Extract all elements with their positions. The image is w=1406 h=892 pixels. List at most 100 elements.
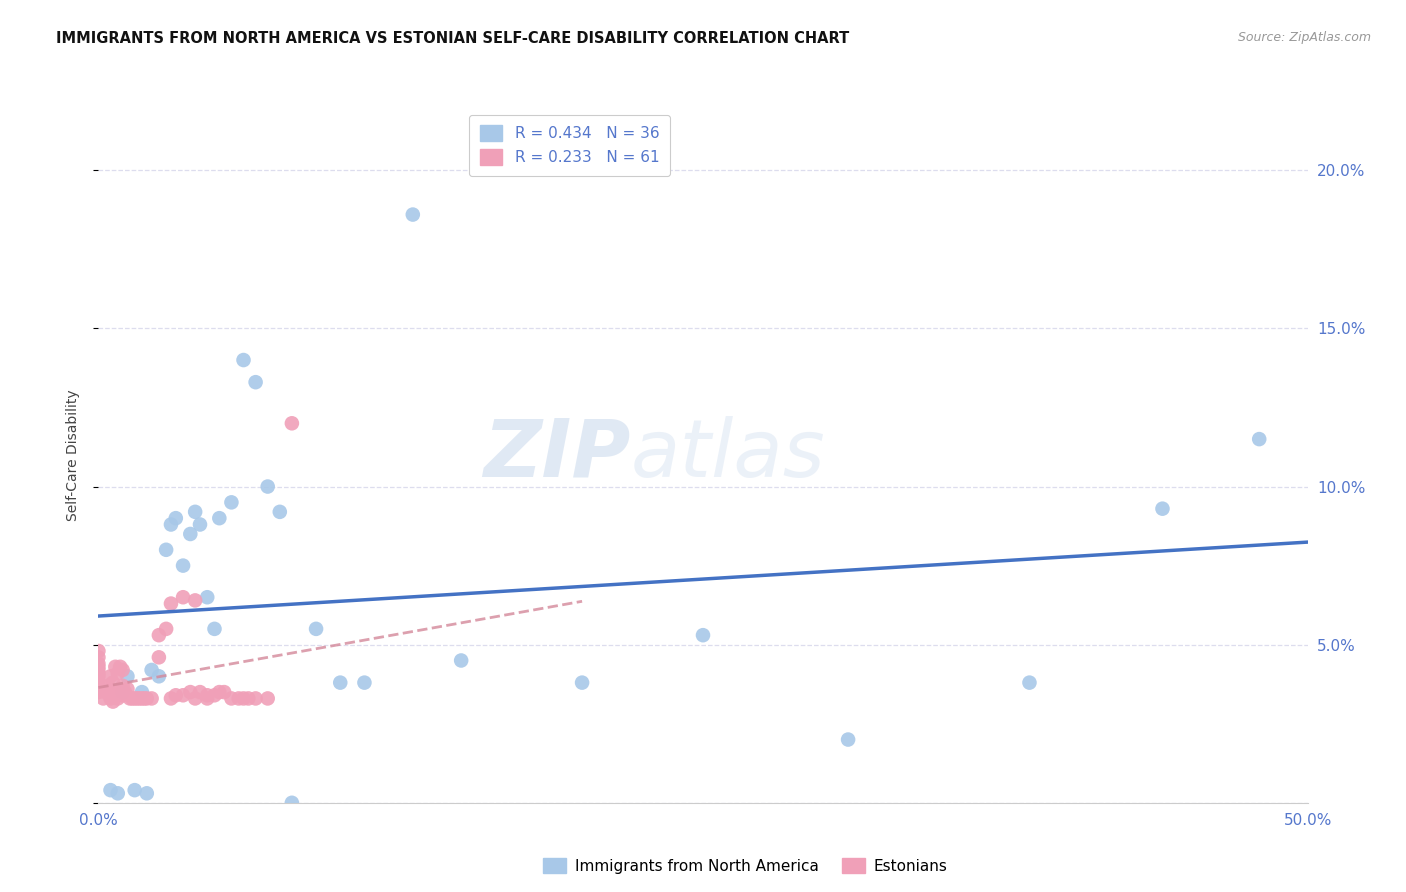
Point	[195, 591, 218, 605]
Point	[188, 685, 211, 699]
Point	[87, 660, 110, 674]
Legend: R = 0.434   N = 36, R = 0.233   N = 61: R = 0.434 N = 36, R = 0.233 N = 61	[468, 115, 671, 176]
Text: ZIP: ZIP	[484, 416, 630, 494]
Point	[134, 691, 156, 706]
Point	[141, 663, 163, 677]
Point	[165, 511, 187, 525]
Point	[108, 685, 131, 699]
Text: atlas: atlas	[630, 416, 825, 494]
Point	[238, 691, 260, 706]
Point	[221, 691, 243, 706]
Point	[101, 695, 124, 709]
Point	[87, 675, 110, 690]
Point	[208, 685, 231, 699]
Point	[111, 663, 134, 677]
Point	[155, 542, 177, 557]
Point	[450, 653, 472, 667]
Point	[245, 375, 267, 389]
Point	[160, 517, 183, 532]
Point	[100, 691, 122, 706]
Point	[1152, 501, 1174, 516]
Point	[184, 505, 207, 519]
Point	[94, 685, 117, 699]
Point	[1018, 675, 1040, 690]
Point	[107, 786, 129, 800]
Point	[127, 691, 149, 706]
Point	[184, 593, 207, 607]
Legend: Immigrants from North America, Estonians: Immigrants from North America, Estonians	[537, 852, 953, 880]
Point	[228, 691, 250, 706]
Point	[245, 691, 267, 706]
Point	[107, 691, 129, 706]
Point	[148, 650, 170, 665]
Point	[179, 527, 201, 541]
Point	[131, 685, 153, 699]
Point	[172, 591, 194, 605]
Point	[281, 796, 304, 810]
Point	[101, 675, 124, 690]
Point	[353, 675, 375, 690]
Point	[131, 691, 153, 706]
Point	[117, 681, 139, 696]
Point	[232, 691, 254, 706]
Point	[160, 597, 183, 611]
Point	[165, 688, 187, 702]
Point	[256, 479, 278, 493]
Point	[184, 691, 207, 706]
Point	[148, 669, 170, 683]
Point	[204, 622, 226, 636]
Point	[108, 660, 131, 674]
Point	[204, 688, 226, 702]
Point	[104, 688, 127, 702]
Point	[135, 691, 157, 706]
Point	[195, 688, 218, 702]
Point	[111, 679, 134, 693]
Point	[188, 517, 211, 532]
Point	[111, 685, 134, 699]
Point	[87, 663, 110, 677]
Point	[111, 688, 134, 702]
Text: IMMIGRANTS FROM NORTH AMERICA VS ESTONIAN SELF-CARE DISABILITY CORRELATION CHART: IMMIGRANTS FROM NORTH AMERICA VS ESTONIA…	[56, 31, 849, 46]
Point	[87, 685, 110, 699]
Point	[172, 688, 194, 702]
Point	[114, 685, 136, 699]
Point	[124, 783, 146, 797]
Point	[212, 685, 235, 699]
Point	[87, 666, 110, 681]
Point	[91, 691, 114, 706]
Point	[100, 669, 122, 683]
Point	[121, 691, 143, 706]
Point	[256, 691, 278, 706]
Point	[97, 679, 120, 693]
Text: Source: ZipAtlas.com: Source: ZipAtlas.com	[1237, 31, 1371, 45]
Point	[87, 650, 110, 665]
Point	[148, 628, 170, 642]
Point	[160, 691, 183, 706]
Point	[837, 732, 859, 747]
Point	[128, 691, 150, 706]
Point	[155, 622, 177, 636]
Point	[135, 786, 157, 800]
Y-axis label: Self-Care Disability: Self-Care Disability	[66, 389, 80, 521]
Point	[124, 691, 146, 706]
Point	[87, 669, 110, 683]
Point	[692, 628, 714, 642]
Point	[100, 783, 122, 797]
Point	[87, 679, 110, 693]
Point	[571, 675, 593, 690]
Point	[329, 675, 352, 690]
Point	[208, 511, 231, 525]
Point	[87, 657, 110, 671]
Point	[117, 669, 139, 683]
Point	[172, 558, 194, 573]
Point	[281, 417, 304, 431]
Point	[232, 353, 254, 368]
Point	[107, 666, 129, 681]
Point	[104, 660, 127, 674]
Point	[179, 685, 201, 699]
Point	[141, 691, 163, 706]
Point	[195, 691, 218, 706]
Point	[269, 505, 291, 519]
Point	[402, 208, 425, 222]
Point	[221, 495, 243, 509]
